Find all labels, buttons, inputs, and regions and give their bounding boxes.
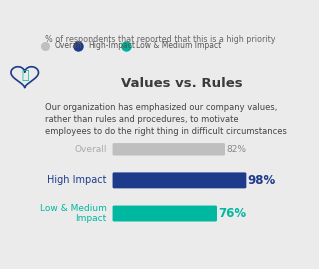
Text: High-Impact: High-Impact bbox=[88, 41, 135, 50]
Text: Values vs. Rules: Values vs. Rules bbox=[122, 76, 243, 90]
Polygon shape bbox=[11, 67, 39, 88]
Text: % of respondents that reported that this is a high priority: % of respondents that reported that this… bbox=[45, 36, 275, 44]
Text: 76%: 76% bbox=[219, 207, 247, 220]
Text: High Impact: High Impact bbox=[47, 175, 107, 185]
Text: Overall: Overall bbox=[55, 41, 82, 50]
Text: 98%: 98% bbox=[248, 174, 276, 187]
Text: Low & Medium Impact: Low & Medium Impact bbox=[136, 41, 221, 50]
Text: Low & Medium
Impact: Low & Medium Impact bbox=[40, 204, 107, 223]
FancyBboxPatch shape bbox=[113, 172, 246, 188]
Text: 82%: 82% bbox=[226, 145, 247, 154]
Text: Overall: Overall bbox=[74, 145, 107, 154]
Text: Our organization has emphasized our company values,
rather than rules and proced: Our organization has emphasized our comp… bbox=[45, 103, 287, 136]
FancyBboxPatch shape bbox=[113, 206, 217, 221]
Text: 🤝: 🤝 bbox=[21, 69, 28, 82]
FancyBboxPatch shape bbox=[113, 143, 225, 155]
